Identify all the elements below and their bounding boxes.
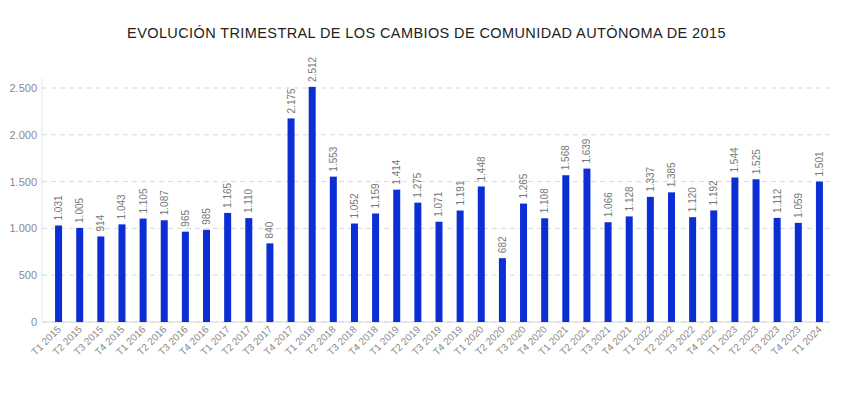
grid-line xyxy=(42,134,830,135)
y-tick-label: 0 xyxy=(31,316,37,328)
y-tick-label: 500 xyxy=(19,269,37,281)
data-label: 914 xyxy=(95,214,106,231)
data-label: 682 xyxy=(497,236,508,253)
title: EVOLUCIÓN TRIMESTRAL DE LOS CAMBIOS DE C… xyxy=(127,25,726,41)
bar xyxy=(774,218,781,322)
x-tick-label: T1 2024 xyxy=(790,323,824,357)
data-label: 1.191 xyxy=(455,180,466,205)
data-label: 1.043 xyxy=(116,194,127,219)
bar xyxy=(161,220,168,322)
y-tick-label: 2.000 xyxy=(9,129,37,141)
data-label: 985 xyxy=(201,208,212,225)
data-label: 1.066 xyxy=(603,192,614,217)
bar xyxy=(245,218,252,322)
bar xyxy=(795,223,802,322)
bar xyxy=(520,204,527,322)
bar xyxy=(753,179,760,322)
data-label: 1.071 xyxy=(434,191,445,216)
data-label: 1.525 xyxy=(751,149,762,174)
bar xyxy=(140,219,147,322)
data-label: 1.112 xyxy=(772,188,783,213)
bar xyxy=(76,228,83,322)
y-tick-label: 1.500 xyxy=(9,176,37,188)
chart-container: EVOLUCIÓN TRIMESTRAL DE LOS CAMBIOS DE C… xyxy=(0,0,849,396)
bar xyxy=(266,243,273,322)
bar xyxy=(224,213,231,322)
chart-svg: EVOLUCIÓN TRIMESTRAL DE LOS CAMBIOS DE C… xyxy=(0,0,849,396)
bar xyxy=(457,211,464,322)
bar xyxy=(182,232,189,322)
bar xyxy=(118,224,125,322)
data-label: 1.108 xyxy=(539,188,550,213)
data-label: 1.337 xyxy=(645,166,656,191)
bar xyxy=(351,224,358,322)
data-label: 1.052 xyxy=(349,193,360,218)
bar xyxy=(436,222,443,322)
bar xyxy=(626,216,633,322)
data-label: 1.414 xyxy=(391,159,402,184)
data-label: 1.275 xyxy=(412,172,423,197)
data-label: 1.568 xyxy=(560,145,571,170)
data-label: 2.512 xyxy=(307,56,318,81)
bar xyxy=(731,177,738,322)
y-tick-label: 1.000 xyxy=(9,222,37,234)
bar xyxy=(288,118,295,322)
data-label: 1.265 xyxy=(518,173,529,198)
data-label: 1.544 xyxy=(729,147,740,172)
data-label: 2.175 xyxy=(286,88,297,113)
bar xyxy=(478,186,485,322)
bar xyxy=(55,225,62,322)
bar xyxy=(499,258,506,322)
bar xyxy=(816,182,823,322)
bar xyxy=(668,192,675,322)
bar xyxy=(309,87,316,322)
data-label: 1.087 xyxy=(159,190,170,215)
data-label: 1.105 xyxy=(138,188,149,213)
bar xyxy=(562,175,569,322)
y-tick-label: 2.500 xyxy=(9,82,37,94)
y-axis-line xyxy=(42,79,43,322)
data-label: 1.059 xyxy=(793,192,804,217)
bar xyxy=(414,203,421,322)
data-label: 1.005 xyxy=(74,197,85,222)
bar xyxy=(605,222,612,322)
bar xyxy=(583,169,590,322)
bars xyxy=(55,87,823,322)
bar xyxy=(710,210,717,322)
bar xyxy=(689,217,696,322)
bar xyxy=(372,214,379,322)
data-label: 1.639 xyxy=(581,138,592,163)
data-label: 1.448 xyxy=(476,156,487,181)
data-label: 1.110 xyxy=(243,188,254,213)
data-label: 1.165 xyxy=(222,182,233,207)
data-label: 1.192 xyxy=(708,180,719,205)
data-label: 1.501 xyxy=(814,151,825,176)
bar xyxy=(203,230,210,322)
bar xyxy=(97,236,104,322)
data-label: 1.120 xyxy=(687,187,698,212)
bar xyxy=(393,190,400,322)
data-label: 1.159 xyxy=(370,183,381,208)
data-label: 1.031 xyxy=(53,195,64,220)
bar xyxy=(647,197,654,322)
bar xyxy=(541,218,548,322)
data-label: 965 xyxy=(180,210,191,227)
data-label: 1.128 xyxy=(624,186,635,211)
bar xyxy=(330,177,337,322)
grid-line xyxy=(42,88,830,89)
data-label: 1.385 xyxy=(666,162,677,187)
data-label: 1.553 xyxy=(328,146,339,171)
data-label: 840 xyxy=(264,221,275,238)
